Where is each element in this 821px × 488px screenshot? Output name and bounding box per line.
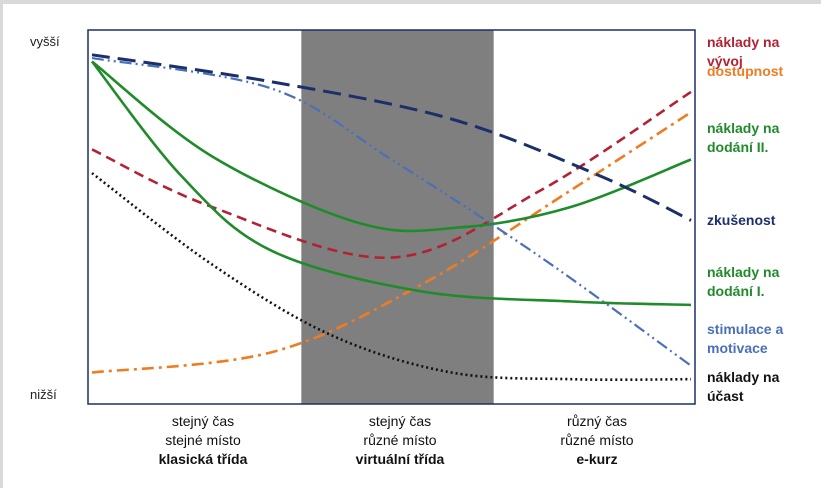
category-place: různé místo xyxy=(560,432,634,448)
legend-entry-line: dodání I. xyxy=(707,283,765,299)
category-place: různé místo xyxy=(363,432,437,448)
legend-entry: náklady na účast xyxy=(707,368,779,406)
legend-entry: zkušenost xyxy=(707,211,775,230)
plot-border xyxy=(87,29,696,405)
legend-entry-line: náklady na xyxy=(707,120,780,136)
category-label-virtual: stejný čas různé místo virtuální třída xyxy=(290,412,510,469)
legend-entry-line: vývoj xyxy=(707,53,743,69)
legend-entry: náklady na dodání I. xyxy=(707,263,779,301)
category-label-ecourse: různý čas různé místo e-kurz xyxy=(487,412,707,469)
series-line-3 xyxy=(91,60,692,233)
series-line-1 xyxy=(91,90,692,259)
legend-entry: stimulace a motivace xyxy=(707,320,783,358)
legend-entry: náklady na dodání II. xyxy=(707,119,779,157)
series-line-4 xyxy=(91,53,692,222)
legend-entry-line: stimulace a xyxy=(707,321,784,337)
category-time: různý čas xyxy=(567,413,627,429)
legend-entry-line: náklady na xyxy=(707,34,780,50)
legend-entry: náklady na vývoj xyxy=(707,33,779,71)
series-line-5 xyxy=(90,60,692,307)
legend-entry-line: dostupnost xyxy=(707,63,784,79)
legend-entry-line: náklady na xyxy=(707,369,780,385)
series-line-7 xyxy=(91,172,692,382)
category-name: klasická třída xyxy=(158,451,248,467)
series-line-6 xyxy=(91,57,692,367)
legend-entry-line: účast xyxy=(707,388,744,404)
category-time: stejný čas xyxy=(368,413,432,429)
legend-entry: dostupnost xyxy=(707,62,783,81)
category-label-classic: stejný čas stejné místo klasická třída xyxy=(93,412,313,469)
category-time: stejný čas xyxy=(171,413,235,429)
y-axis-bottom-label: nižší xyxy=(30,387,57,402)
category-place: stejné místo xyxy=(165,432,241,448)
legend-entry-line: dodání II. xyxy=(707,139,769,155)
highlight-band xyxy=(301,30,494,404)
legend-entry-line: zkušenost xyxy=(707,212,776,228)
category-name: virtuální třída xyxy=(355,451,445,467)
category-name: e-kurz xyxy=(576,451,618,467)
legend-entry-line: náklady na xyxy=(707,264,780,280)
y-axis-top-label: vyšší xyxy=(30,34,60,49)
legend-entry-line: motivace xyxy=(707,340,768,356)
